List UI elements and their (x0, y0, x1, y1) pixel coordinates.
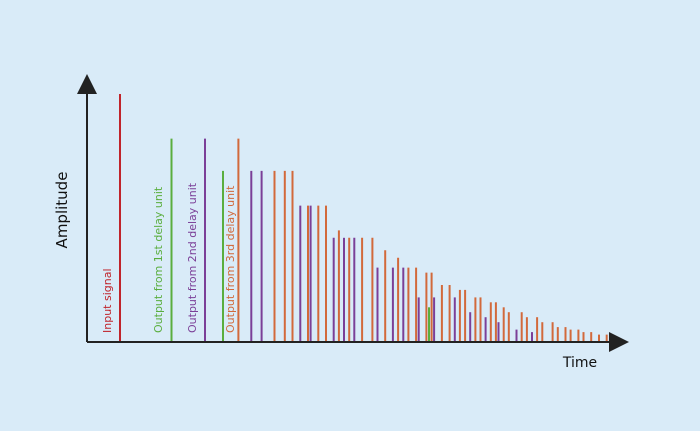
input-signal-label: Input signal (101, 268, 114, 333)
first-delay-label: Output from 1st delay unit (152, 186, 165, 333)
second-delay-label: Output from 2nd delay unit (186, 182, 199, 333)
impulse-bars (119, 94, 616, 342)
x-axis-label: Time (562, 355, 597, 371)
third-delay-label: Output from 3rd delay unit (224, 185, 237, 333)
y-axis-label: Amplitude (53, 172, 71, 249)
